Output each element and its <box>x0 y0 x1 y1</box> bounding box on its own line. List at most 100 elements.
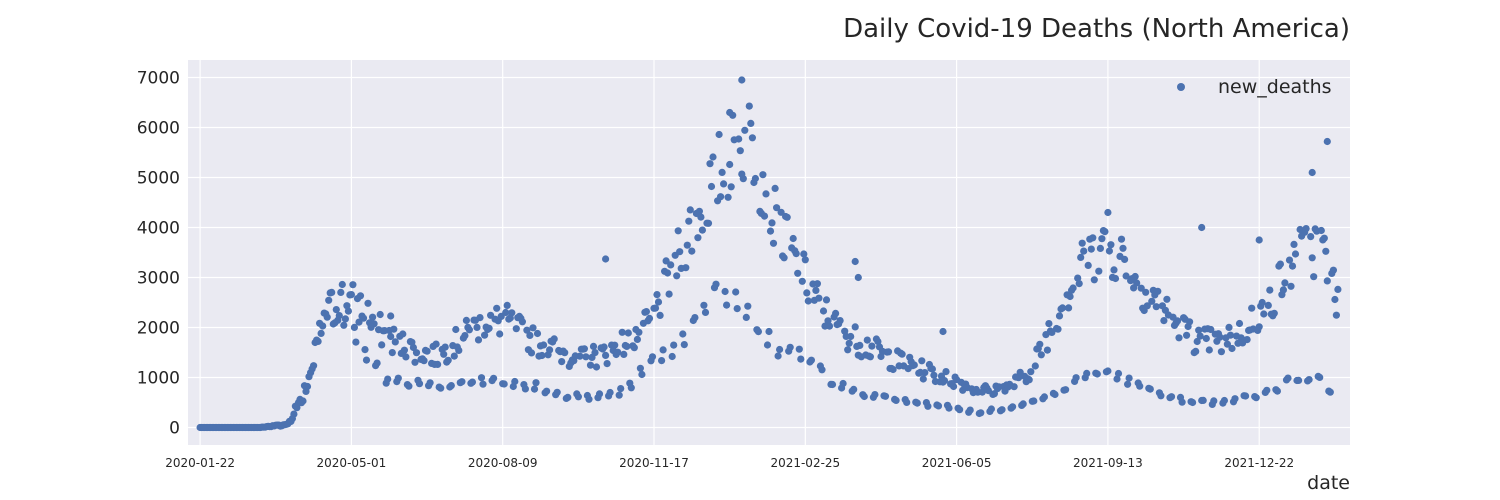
data-point <box>1287 282 1295 290</box>
data-point <box>370 320 378 328</box>
data-point <box>1043 346 1051 354</box>
data-point <box>1142 288 1150 296</box>
data-point <box>538 351 546 360</box>
data-point <box>349 281 357 289</box>
data-point <box>977 409 985 417</box>
data-point <box>1258 298 1266 307</box>
data-point <box>606 388 614 397</box>
data-point <box>1104 367 1112 375</box>
data-point <box>1288 262 1297 270</box>
data-point <box>373 359 381 367</box>
data-point <box>801 256 809 264</box>
data-point <box>615 391 623 399</box>
data-point <box>1089 234 1097 242</box>
data-point <box>582 353 590 361</box>
data-point <box>503 301 511 309</box>
data-point <box>415 380 424 388</box>
data-point <box>1323 277 1331 285</box>
data-point <box>533 329 542 338</box>
data-point <box>658 357 666 365</box>
data-point <box>1083 369 1091 377</box>
data-point <box>768 219 776 227</box>
data-point <box>987 405 996 413</box>
data-point <box>1189 398 1197 407</box>
data-point <box>576 352 584 360</box>
data-point <box>1260 310 1268 318</box>
data-point <box>648 353 657 361</box>
data-point <box>715 130 723 139</box>
data-point <box>1121 255 1129 263</box>
data-point <box>526 331 534 339</box>
data-point <box>574 393 583 401</box>
data-point <box>1210 397 1218 405</box>
data-point <box>352 338 360 346</box>
data-point <box>745 102 753 110</box>
data-point <box>518 318 527 326</box>
data-point <box>851 323 859 331</box>
data-point <box>707 182 716 191</box>
data-point <box>1255 323 1263 331</box>
data-point <box>645 314 654 322</box>
data-point <box>399 330 407 338</box>
data-point <box>328 288 336 296</box>
data-point <box>1248 304 1256 312</box>
data-point <box>760 212 769 220</box>
data-point <box>854 273 862 282</box>
data-point <box>726 160 734 169</box>
data-point <box>1015 374 1023 382</box>
data-point <box>636 364 645 372</box>
data-point <box>638 370 646 379</box>
data-point <box>586 361 595 369</box>
data-point <box>1252 394 1260 402</box>
data-point <box>721 287 729 296</box>
data-point <box>813 280 822 288</box>
data-point <box>550 335 558 343</box>
data-point <box>1199 396 1207 404</box>
data-point <box>400 346 408 354</box>
data-point <box>437 384 445 392</box>
data-point <box>763 341 772 349</box>
data-point <box>795 345 803 353</box>
data-point <box>1095 267 1103 275</box>
data-point <box>800 250 808 258</box>
data-point <box>694 234 702 242</box>
data-point <box>1154 287 1162 295</box>
data-point <box>1055 312 1064 320</box>
data-point <box>1202 334 1210 343</box>
data-point <box>1019 400 1027 408</box>
data-point <box>733 305 741 313</box>
data-point <box>1133 279 1141 287</box>
data-point <box>732 288 740 296</box>
data-point <box>998 406 1006 414</box>
data-point <box>892 396 900 404</box>
data-point <box>1101 228 1109 236</box>
data-point <box>860 392 868 401</box>
data-point <box>688 247 696 255</box>
data-point <box>462 316 470 324</box>
data-point <box>1228 344 1236 353</box>
data-point <box>1066 292 1074 301</box>
data-point <box>1163 295 1171 303</box>
data-point <box>310 362 318 370</box>
data-point <box>1051 390 1059 399</box>
y-tick-label: 1000 <box>137 369 180 389</box>
data-point <box>485 324 493 332</box>
data-point <box>1167 393 1176 401</box>
data-point <box>718 168 726 176</box>
data-point <box>477 374 486 382</box>
data-point <box>1040 393 1048 401</box>
data-point <box>812 286 820 294</box>
data-point <box>426 379 434 387</box>
data-point <box>654 298 663 306</box>
data-point <box>706 160 714 168</box>
data-point <box>769 239 778 247</box>
data-point <box>863 336 871 344</box>
data-point <box>704 219 713 227</box>
data-point <box>822 296 831 304</box>
data-point <box>337 288 345 296</box>
data-point <box>934 402 943 410</box>
data-point <box>364 299 372 307</box>
data-point <box>1192 347 1200 355</box>
data-point <box>1270 309 1278 317</box>
